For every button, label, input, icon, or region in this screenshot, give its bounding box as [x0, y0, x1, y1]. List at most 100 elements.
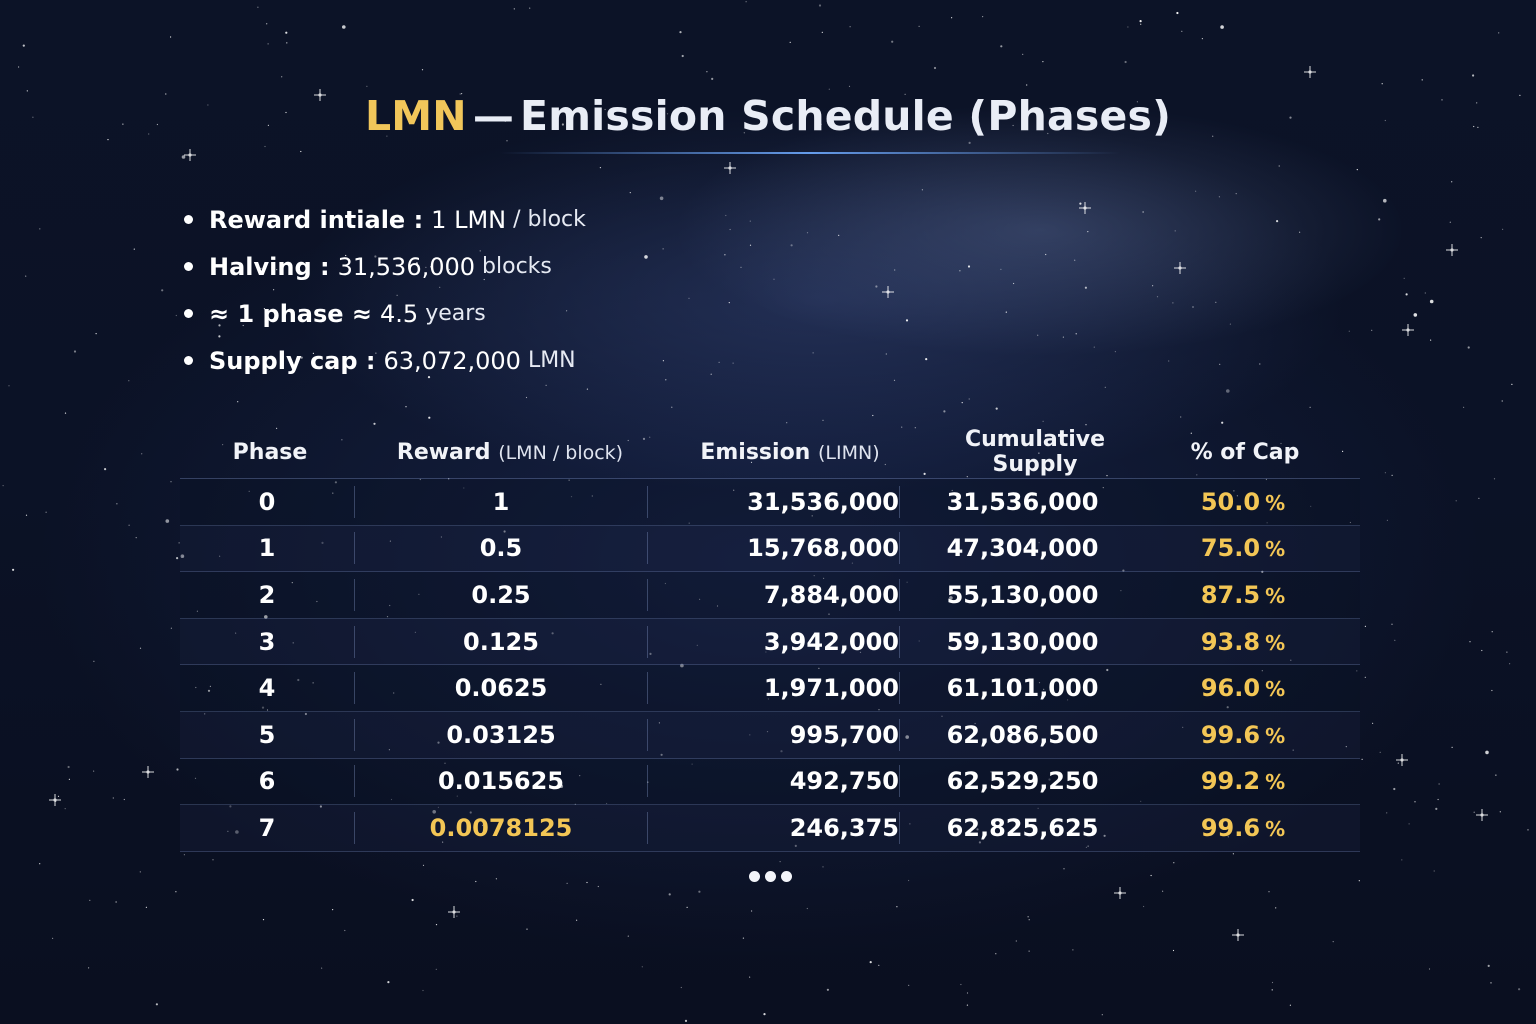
- cell-reward: 0.015625: [354, 765, 647, 798]
- emission-table: Phase Reward (LMN / block) Emission (LIM…: [180, 426, 1360, 852]
- title-separator: —: [472, 92, 515, 140]
- parameter-item-halving: Halving : 31,536,000 blocks: [180, 243, 586, 290]
- parameter-label: Supply cap :: [209, 346, 376, 375]
- page-title: LMN — Emission Schedule (Phases): [0, 92, 1536, 140]
- percent-symbol: %: [1265, 537, 1286, 562]
- cell-reward: 0.5: [354, 532, 647, 565]
- cell-cumulative: 62,529,250: [899, 765, 1145, 798]
- percent-value: 93.8: [1200, 627, 1261, 656]
- table-header: Phase Reward (LMN / block) Emission (LIM…: [180, 426, 1360, 479]
- cell-phase: 6: [258, 767, 276, 796]
- parameter-value: 63,072,000: [383, 346, 521, 375]
- cell-cumulative: 47,304,000: [899, 532, 1145, 565]
- header-emission: Emission (LIMN): [700, 439, 880, 465]
- bullet-icon: [184, 215, 193, 224]
- cell-emission-value: 492,750: [789, 767, 899, 796]
- table-row: 1 0.5 15,768,000 47,304,000 75.0%: [180, 525, 1360, 573]
- percent-value: 87.5: [1200, 580, 1261, 609]
- header-cumulative-supply: Cumulative Supply: [964, 427, 1106, 477]
- percent-value: 50.0: [1200, 487, 1261, 516]
- cell-emission: 492,750: [647, 765, 899, 798]
- cell-emission: 995,700: [647, 718, 899, 751]
- percent-symbol: %: [1265, 630, 1286, 655]
- ellipsis-dot: [781, 871, 792, 882]
- cell-percent: 99.6%: [1145, 812, 1341, 844]
- cell-emission: 1,971,000: [647, 672, 899, 705]
- title-text: Emission Schedule (Phases): [520, 92, 1172, 140]
- bullet-icon: [184, 309, 193, 318]
- header-percent-of-cap: % of Cap: [1190, 439, 1300, 465]
- table-row: 7 0.0078125 246,375 62,825,625 99.6%: [180, 805, 1360, 852]
- cell-phase: 1: [258, 534, 276, 563]
- cell-cumulative: 61,101,000: [899, 672, 1145, 705]
- cell-emission-value: 7,884,000: [763, 580, 899, 609]
- percent-value: 96.0: [1200, 674, 1261, 703]
- parameter-item-phase: ≈ 1 phase ≈ 4.5 years: [180, 290, 586, 337]
- percent-value: 75.0: [1200, 534, 1261, 563]
- table-row: 6 0.015625 492,750 62,529,250 99.2%: [180, 758, 1360, 806]
- cell-emission-value: 246,375: [789, 813, 899, 842]
- cell-emission-value: 995,700: [789, 720, 899, 749]
- cell-percent: 96.0%: [1145, 672, 1341, 704]
- cell-percent: 75.0%: [1145, 532, 1341, 564]
- cell-emission: 246,375: [647, 811, 899, 844]
- cell-cumulative: 59,130,000: [899, 625, 1145, 658]
- cell-emission-value: 3,942,000: [763, 627, 899, 656]
- cell-emission: 31,536,000: [647, 485, 899, 518]
- table-row: 0 1 31,536,000 31,536,000 50.0%: [180, 479, 1360, 526]
- cell-phase: 0: [258, 487, 276, 516]
- bullet-icon: [184, 356, 193, 365]
- parameter-label: ≈ 1 phase ≈: [209, 299, 373, 328]
- parameter-item-reward: Reward intiale : 1 LMN / block: [180, 196, 586, 243]
- percent-value: 99.6: [1200, 813, 1261, 842]
- parameter-unit: years: [425, 300, 486, 326]
- cell-phase: 2: [258, 580, 276, 609]
- header-phase: Phase: [232, 439, 308, 465]
- parameter-label: Reward intiale :: [209, 205, 424, 234]
- cell-reward: 0.125: [354, 625, 647, 658]
- table-row: 5 0.03125 995,700 62,086,500 99.6%: [180, 711, 1360, 759]
- parameter-unit: LMN: [527, 347, 576, 373]
- cell-reward: 0.03125: [354, 718, 647, 751]
- percent-symbol: %: [1265, 583, 1286, 608]
- cell-phase: 4: [258, 674, 276, 703]
- cell-percent: 87.5%: [1145, 579, 1341, 611]
- cell-cumulative: 55,130,000: [899, 578, 1145, 611]
- header-reward: Reward (LMN / block): [396, 439, 624, 465]
- cell-emission-value: 31,536,000: [747, 487, 899, 516]
- more-indicator: [749, 871, 792, 882]
- parameter-unit: blocks: [482, 253, 552, 279]
- cell-emission: 3,942,000: [647, 625, 899, 658]
- cell-cumulative: 62,086,500: [899, 718, 1145, 751]
- title-brand: LMN: [364, 92, 467, 140]
- table-row: 2 0.25 7,884,000 55,130,000 87.5%: [180, 572, 1360, 619]
- table-body: 0 1 31,536,000 31,536,000 50.0% 1 0.5 15,768,00…: [180, 479, 1360, 852]
- parameter-value: 31,536,000: [337, 252, 476, 281]
- parameter-list: Reward intiale : 1 LMN / block Halving :…: [180, 196, 586, 384]
- percent-value: 99.2: [1200, 767, 1261, 796]
- ellipsis-dot: [749, 871, 760, 882]
- parameter-value: 1 LMN: [431, 205, 507, 234]
- cell-cumulative: 62,825,625: [899, 811, 1145, 844]
- percent-symbol: %: [1265, 816, 1286, 841]
- cell-reward: 1: [354, 485, 647, 518]
- cell-emission: 7,884,000: [647, 578, 899, 611]
- cell-cumulative: 31,536,000: [899, 485, 1145, 518]
- cell-phase: 3: [258, 627, 276, 656]
- percent-symbol: %: [1265, 723, 1286, 748]
- percent-value: 99.6: [1200, 720, 1261, 749]
- cell-percent: 99.6%: [1145, 719, 1341, 751]
- parameter-item-supply-cap: Supply cap : 63,072,000 LMN: [180, 337, 586, 384]
- cell-reward: 0.25: [354, 578, 647, 611]
- ellipsis-dot: [765, 871, 776, 882]
- cell-reward: 0.0078125: [354, 811, 647, 844]
- parameter-unit: / block: [513, 206, 586, 232]
- percent-symbol: %: [1265, 770, 1286, 795]
- percent-symbol: %: [1265, 677, 1286, 702]
- table-row: 4 0.0625 1,971,000 61,101,000 96.0%: [180, 665, 1360, 712]
- cell-emission: 15,768,000: [647, 532, 899, 565]
- bullet-icon: [184, 262, 193, 271]
- cell-percent: 99.2%: [1145, 765, 1341, 797]
